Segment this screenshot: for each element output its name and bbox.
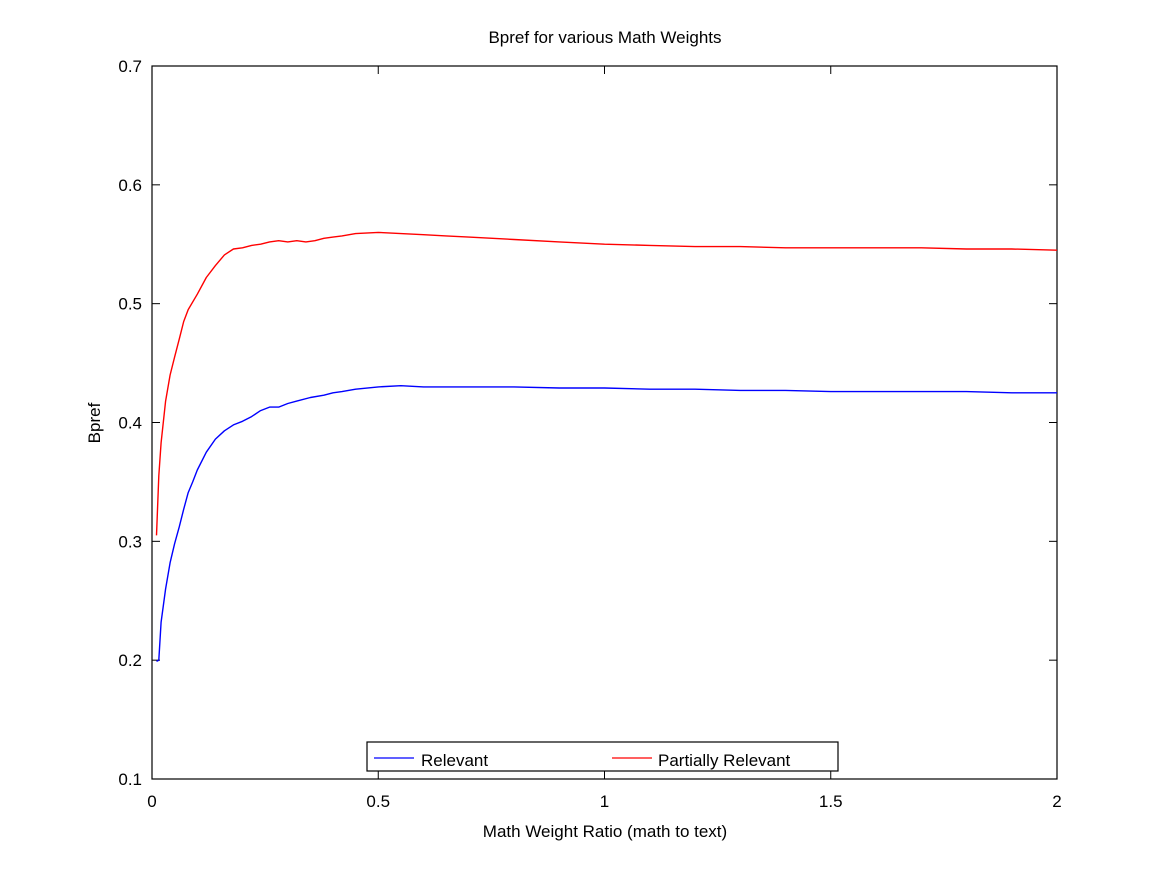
y-axis-label: Bpref	[85, 402, 104, 443]
y-tick-label: 0.5	[118, 295, 142, 314]
y-tick-label: 0.3	[118, 532, 142, 551]
series-lines	[155, 231, 1058, 663]
legend-label-relevant: Relevant	[421, 751, 488, 770]
legend-label-partially-relevant: Partially Relevant	[658, 751, 791, 770]
y-tick-label: 0.6	[118, 176, 142, 195]
x-tick-label: 1	[600, 792, 609, 811]
x-tick-label: 0.5	[366, 792, 390, 811]
series-line-partially-relevant	[155, 231, 1058, 536]
legend-box	[366, 741, 839, 772]
chart-title: Bpref for various Math Weights	[488, 28, 721, 47]
y-tick-label: 0.7	[118, 57, 142, 76]
plot-area	[151, 65, 1058, 780]
plot-frame	[151, 65, 1058, 780]
y-tick-label: 0.4	[118, 414, 142, 433]
y-tick-label: 0.1	[118, 770, 142, 789]
x-tick-label: 0	[147, 792, 156, 811]
legend: Relevant Partially Relevant	[366, 741, 839, 772]
x-axis-label: Math Weight Ratio (math to text)	[483, 822, 727, 841]
x-tick-labels: 0 0.5 1 1.5 2	[147, 792, 1061, 811]
y-tick-label: 0.2	[118, 651, 142, 670]
x-tick-label: 1.5	[819, 792, 843, 811]
axis-ticks	[151, 65, 1058, 780]
series-line-relevant	[156, 385, 1057, 663]
x-tick-label: 2	[1052, 792, 1061, 811]
y-tick-labels: 0.1 0.2 0.3 0.4 0.5 0.6 0.7	[118, 57, 142, 789]
